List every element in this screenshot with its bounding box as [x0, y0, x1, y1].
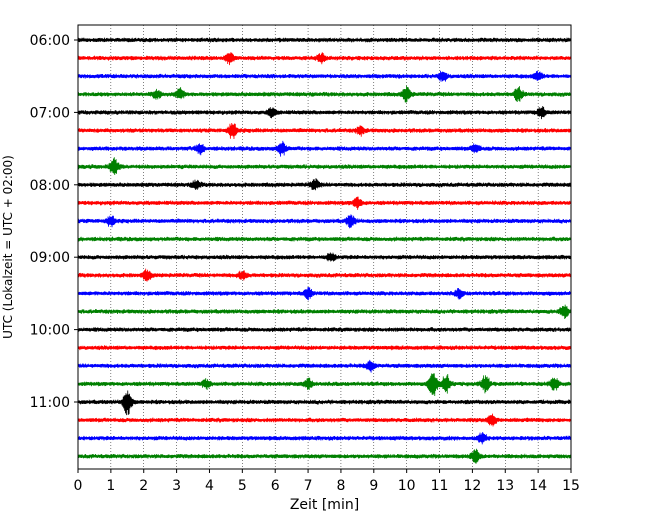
trace-06:00 — [77, 37, 572, 43]
y-tick-label-09:00: 09:00 — [30, 250, 70, 266]
x-tick-label-13: 13 — [496, 478, 514, 494]
trace-09:00 — [77, 252, 572, 262]
trace-06:45 — [77, 85, 572, 103]
x-tick-label-1: 1 — [106, 478, 115, 494]
x-axis-ticks: 0 1 2 3 4 5 6 7 8 9 10 11 12 13 14 15 — [74, 469, 580, 494]
x-tick-label-8: 8 — [336, 478, 345, 494]
trace-07:45 — [77, 157, 572, 176]
y-axis-ticks: 06:00 07:00 08:00 09:00 10:00 11:00 — [30, 33, 78, 411]
plot-background — [78, 25, 571, 469]
y-tick-label-08:00: 08:00 — [30, 178, 70, 194]
trace-08:00 — [77, 178, 572, 191]
trace-07:30 — [77, 140, 572, 157]
trace-11:45 — [77, 448, 572, 464]
x-tick-label-15: 15 — [562, 478, 580, 494]
trace-10:30 — [77, 359, 572, 373]
x-tick-label-4: 4 — [205, 478, 214, 494]
x-tick-label-2: 2 — [139, 478, 148, 494]
trace-07:00 — [77, 105, 572, 120]
x-axis-label: Zeit [min] — [290, 497, 359, 513]
x-tick-label-5: 5 — [238, 478, 247, 494]
trace-06:30 — [77, 70, 572, 82]
x-tick-label-12: 12 — [463, 478, 481, 494]
trace-11:00 — [77, 390, 572, 416]
y-tick-label-06:00: 06:00 — [30, 33, 70, 49]
trace-08:15 — [77, 196, 572, 210]
x-tick-label-0: 0 — [74, 478, 83, 494]
y-tick-label-11:00: 11:00 — [30, 395, 70, 411]
trace-10:45 — [77, 373, 572, 397]
trace-09:15 — [77, 268, 572, 282]
seismic-traces — [77, 37, 572, 464]
x-tick-label-3: 3 — [172, 478, 181, 494]
trace-08:30 — [77, 214, 572, 229]
x-tick-label-9: 9 — [369, 478, 378, 494]
grid-lines — [110, 25, 539, 469]
x-tick-label-10: 10 — [398, 478, 416, 494]
y-tick-label-10:00: 10:00 — [30, 323, 70, 339]
x-tick-label-14: 14 — [529, 478, 547, 494]
trace-09:45 — [77, 304, 572, 320]
trace-10:00 — [77, 327, 572, 333]
trace-11:30 — [77, 431, 572, 445]
trace-07:15 — [77, 122, 572, 139]
trace-10:15 — [77, 345, 572, 351]
x-tick-label-7: 7 — [304, 478, 313, 494]
trace-11:15 — [77, 413, 572, 427]
plot-frame — [77, 24, 572, 470]
x-tick-label-11: 11 — [431, 478, 449, 494]
trace-08:45 — [77, 236, 572, 242]
x-tick-label-6: 6 — [271, 478, 280, 494]
trace-09:30 — [77, 287, 572, 301]
y-tick-label-07:00: 07:00 — [30, 105, 70, 121]
y-axis-label: UTC (Lokalzeit = UTC + 02:00) — [1, 155, 15, 339]
trace-06:15 — [77, 52, 572, 66]
